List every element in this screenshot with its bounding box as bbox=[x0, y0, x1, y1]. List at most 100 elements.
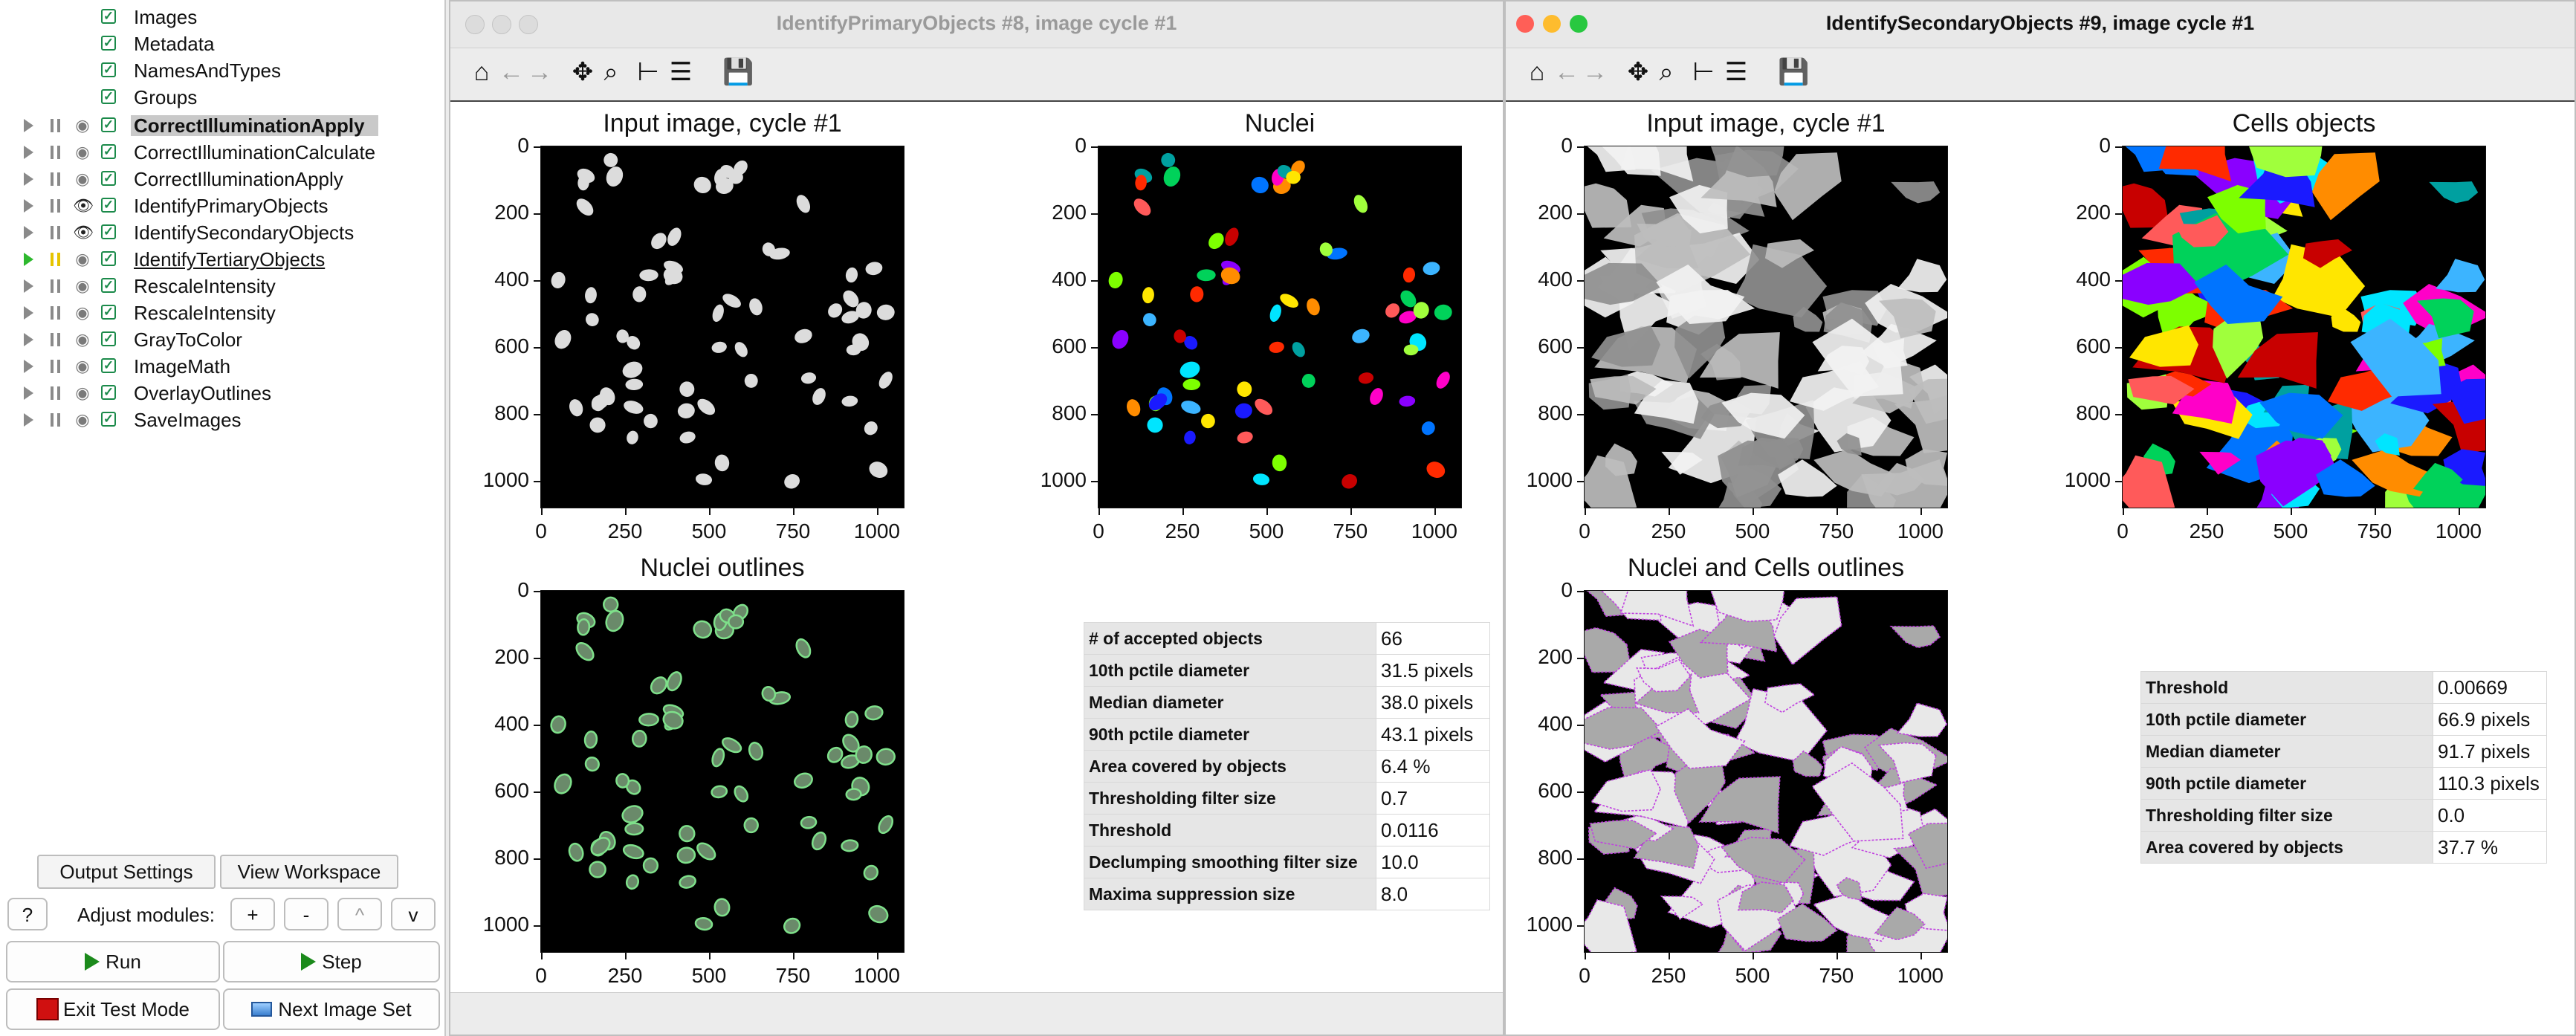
input-module-row[interactable]: ✓ Groups bbox=[0, 85, 446, 110]
module-row[interactable]: ◉ ✓ CorrectIlluminationCalculate bbox=[0, 140, 446, 165]
module-row[interactable]: ◉ ✓ CorrectIlluminationApply bbox=[0, 113, 446, 138]
run-button[interactable]: Run bbox=[6, 941, 220, 982]
eye-closed-icon[interactable]: ◉ bbox=[75, 383, 90, 402]
step-button[interactable]: Step bbox=[223, 941, 440, 982]
eye-closed-icon[interactable]: ◉ bbox=[75, 276, 90, 295]
zoom-icon[interactable]: ⌕ bbox=[603, 58, 618, 86]
pan-icon[interactable]: ✥ bbox=[1627, 58, 1649, 86]
expand-arrow-icon[interactable] bbox=[24, 360, 33, 373]
zoom-button[interactable] bbox=[1570, 15, 1588, 33]
expand-arrow-icon[interactable] bbox=[24, 172, 33, 186]
back-icon[interactable]: ← bbox=[499, 58, 524, 86]
pause-icon[interactable] bbox=[51, 386, 61, 400]
input-module-row[interactable]: ✓ Images bbox=[0, 4, 446, 30]
checkbox-icon[interactable]: ✓ bbox=[101, 36, 116, 51]
expand-arrow-icon[interactable] bbox=[24, 333, 33, 346]
expand-arrow-icon[interactable] bbox=[24, 279, 33, 293]
checkbox-icon[interactable]: ✓ bbox=[101, 331, 116, 346]
zoom-button[interactable] bbox=[519, 15, 538, 34]
checkbox-icon[interactable]: ✓ bbox=[101, 305, 116, 320]
module-row[interactable]: ◉ ✓ CorrectIlluminationApply bbox=[0, 166, 446, 192]
close-button[interactable] bbox=[1516, 15, 1534, 33]
checkbox-icon[interactable]: ✓ bbox=[101, 412, 116, 427]
back-icon[interactable]: ← bbox=[1554, 58, 1579, 86]
home-icon[interactable]: ⌂ bbox=[1529, 58, 1545, 86]
eye-open-icon[interactable]: 👁 bbox=[73, 223, 94, 242]
measure-icon[interactable]: ⊢ bbox=[637, 58, 659, 86]
checkbox-icon[interactable]: ✓ bbox=[101, 224, 116, 239]
minimize-button[interactable] bbox=[492, 15, 511, 34]
expand-arrow-icon[interactable] bbox=[24, 306, 33, 320]
expand-arrow-icon[interactable] bbox=[24, 146, 33, 159]
add-module-button[interactable]: + bbox=[230, 898, 275, 930]
home-icon[interactable]: ⌂ bbox=[473, 58, 490, 86]
module-row[interactable]: ◉ ✓ OverlayOutlines bbox=[0, 381, 446, 406]
pan-icon[interactable]: ✥ bbox=[572, 58, 594, 86]
module-row[interactable]: ◉ ✓ GrayToColor bbox=[0, 327, 446, 352]
module-row[interactable]: 👁 ✓ IdentifyPrimaryObjects bbox=[0, 193, 446, 218]
eye-closed-icon[interactable]: ◉ bbox=[75, 410, 90, 429]
checkbox-icon[interactable]: ✓ bbox=[101, 62, 116, 77]
expand-arrow-icon[interactable] bbox=[24, 386, 33, 400]
current-module-arrow-icon[interactable] bbox=[24, 253, 33, 266]
input-module-row[interactable]: ✓ NamesAndTypes bbox=[0, 58, 446, 83]
pause-icon[interactable] bbox=[51, 172, 61, 186]
module-row[interactable]: ◉ ✓ RescaleIntensity bbox=[0, 300, 446, 326]
checkbox-icon[interactable]: ✓ bbox=[101, 278, 116, 293]
eye-closed-icon[interactable]: ◉ bbox=[75, 357, 90, 375]
eye-closed-icon[interactable]: ◉ bbox=[75, 169, 90, 188]
module-row[interactable]: ◉ ✓ ImageMath bbox=[0, 354, 446, 379]
module-row[interactable]: ◉ ✓ IdentifyTertiaryObjects bbox=[0, 247, 446, 272]
help-button[interactable]: ? bbox=[7, 898, 48, 930]
pause-icon[interactable] bbox=[51, 226, 61, 239]
pause-icon[interactable] bbox=[51, 119, 61, 132]
pause-icon[interactable] bbox=[51, 360, 61, 373]
eye-closed-icon[interactable]: ◉ bbox=[75, 330, 90, 349]
checkbox-icon[interactable]: ✓ bbox=[101, 358, 116, 373]
window-titlebar[interactable]: IdentifySecondaryObjects #9, image cycle… bbox=[1506, 1, 2575, 48]
pause-icon[interactable] bbox=[51, 199, 61, 213]
move-up-button[interactable]: ^ bbox=[337, 898, 382, 930]
checkbox-icon[interactable]: ✓ bbox=[101, 89, 116, 104]
checkbox-icon[interactable]: ✓ bbox=[101, 9, 116, 24]
pause-icon[interactable] bbox=[51, 413, 61, 427]
expand-arrow-icon[interactable] bbox=[24, 226, 33, 239]
forward-icon[interactable]: → bbox=[1582, 58, 1608, 86]
pause-icon[interactable] bbox=[51, 253, 61, 266]
forward-icon[interactable]: → bbox=[527, 58, 552, 86]
output-settings-button[interactable]: Output Settings bbox=[37, 855, 216, 889]
view-workspace-button[interactable]: View Workspace bbox=[220, 855, 398, 889]
pause-icon[interactable] bbox=[51, 146, 61, 159]
pause-icon[interactable] bbox=[51, 306, 61, 320]
configure-icon[interactable]: ☰ bbox=[669, 58, 693, 86]
next-image-set-button[interactable]: Next Image Set bbox=[223, 988, 440, 1030]
zoom-icon[interactable]: ⌕ bbox=[1659, 58, 1674, 86]
measure-icon[interactable]: ⊢ bbox=[1692, 58, 1715, 86]
checkbox-icon[interactable]: ✓ bbox=[101, 251, 116, 266]
module-row[interactable]: ◉ ✓ SaveImages bbox=[0, 407, 446, 433]
eye-closed-icon[interactable]: ◉ bbox=[75, 250, 90, 268]
eye-closed-icon[interactable]: ◉ bbox=[75, 116, 90, 135]
exit-test-mode-button[interactable]: Exit Test Mode bbox=[6, 988, 220, 1030]
eye-open-icon[interactable]: 👁 bbox=[73, 196, 94, 215]
remove-module-button[interactable]: - bbox=[284, 898, 329, 930]
checkbox-icon[interactable]: ✓ bbox=[101, 171, 116, 186]
expand-arrow-icon[interactable] bbox=[24, 413, 33, 427]
eye-closed-icon[interactable]: ◉ bbox=[75, 143, 90, 161]
move-down-button[interactable]: v bbox=[391, 898, 436, 930]
expand-arrow-icon[interactable] bbox=[24, 119, 33, 132]
pause-icon[interactable] bbox=[51, 279, 61, 293]
configure-icon[interactable]: ☰ bbox=[1724, 58, 1748, 86]
expand-arrow-icon[interactable] bbox=[24, 199, 33, 213]
module-row[interactable]: ◉ ✓ RescaleIntensity bbox=[0, 273, 446, 299]
checkbox-icon[interactable]: ✓ bbox=[101, 198, 116, 213]
save-icon[interactable]: 💾 bbox=[1778, 58, 1810, 86]
save-icon[interactable]: 💾 bbox=[722, 58, 754, 86]
checkbox-icon[interactable]: ✓ bbox=[101, 117, 116, 132]
pause-icon[interactable] bbox=[51, 333, 61, 346]
checkbox-icon[interactable]: ✓ bbox=[101, 385, 116, 400]
module-row[interactable]: 👁 ✓ IdentifySecondaryObjects bbox=[0, 220, 446, 245]
checkbox-icon[interactable]: ✓ bbox=[101, 144, 116, 159]
minimize-button[interactable] bbox=[1543, 15, 1561, 33]
input-module-row[interactable]: ✓ Metadata bbox=[0, 31, 446, 56]
